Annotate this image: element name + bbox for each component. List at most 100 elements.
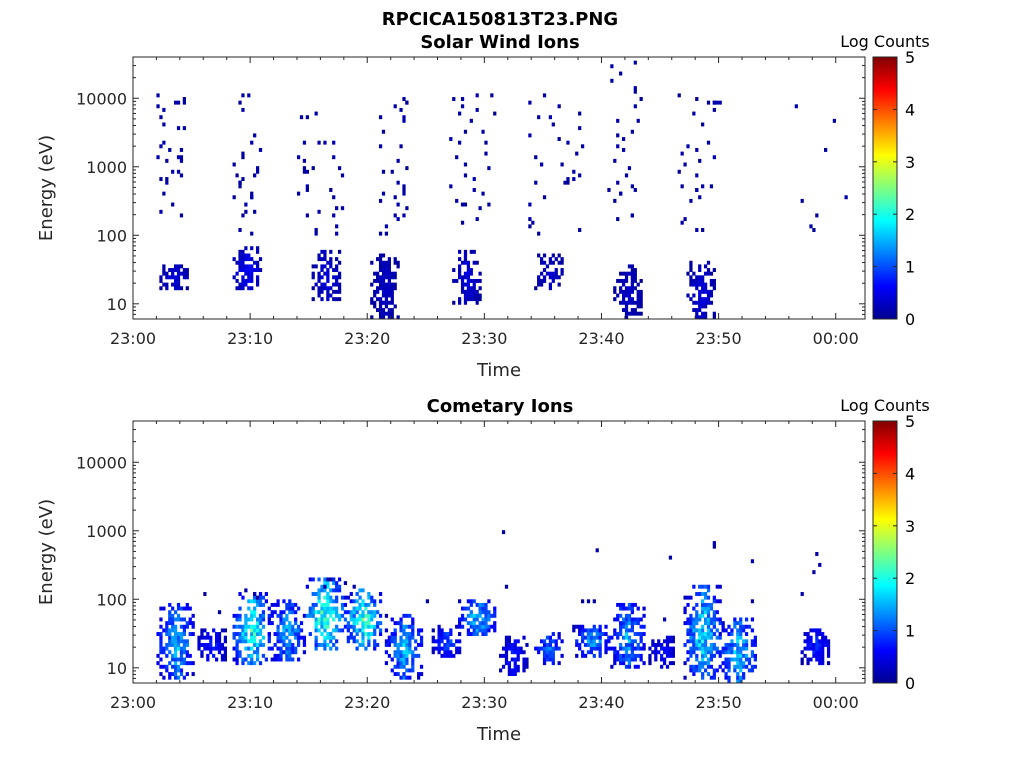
heatmap-cell [376,297,380,302]
heatmap-cell [343,595,348,600]
heatmap-cell [689,632,693,636]
heatmap-cell [387,289,391,294]
heatmap-cell [458,268,462,272]
heatmap-cell [621,653,626,658]
heatmap-cell [323,646,327,651]
heatmap-cell [419,672,424,677]
heatmap-cell [185,642,189,647]
heatmap-cell [727,675,731,680]
heatmap-cell [402,657,406,662]
heatmap-cell [636,621,640,626]
heatmap-cell [335,282,339,287]
heatmap-cell [267,606,271,611]
heatmap-cell [165,653,169,658]
heatmap-cell [683,595,687,600]
heatmap-cell [507,661,512,666]
heatmap-cell [639,653,643,658]
heatmap-cell [677,93,681,98]
heatmap-cell [405,639,409,644]
heatmap-cell [639,304,643,309]
heatmap-cell [384,224,389,229]
heatmap-cell [173,653,178,658]
heatmap-cell [168,675,172,680]
heatmap-cell [698,584,702,589]
heatmap-cell [727,664,731,669]
heatmap-cell [683,606,687,611]
heatmap-cell [662,617,667,622]
heatmap-cell [335,639,339,644]
y-tick-label: 10000 [76,453,127,472]
heatmap-cell [364,602,368,607]
heatmap-cell [241,624,245,629]
heatmap-cell [411,621,415,626]
heatmap-cell [285,653,289,658]
heatmap-cell [753,642,757,647]
heatmap-cell [220,653,225,658]
heatmap-cell [337,577,342,582]
heatmap-cell [452,97,456,101]
heatmap-cell [238,260,242,265]
heatmap-cell [739,679,743,684]
heatmap-cell [539,278,544,283]
heatmap-cell [733,617,737,622]
heatmap-cell [516,664,520,669]
heatmap-cell [171,268,175,272]
heatmap-cell [598,639,602,644]
y-tick-label: 10 [107,295,127,314]
heatmap-cell [636,289,640,294]
heatmap-cell [709,278,714,283]
heatmap-cell [484,628,488,633]
heatmap-cell [703,592,708,596]
heatmap-cell [273,602,277,607]
heatmap-cell [560,639,564,644]
heatmap-cell [627,653,632,658]
heatmap-cell [703,286,708,291]
heatmap-cell [332,213,336,218]
heatmap-cell [390,297,394,302]
heatmap-cell [381,169,386,174]
heatmap-cell [592,646,596,651]
heatmap-cell [247,275,251,280]
heatmap-cell [165,646,169,651]
heatmap-cell [276,613,280,618]
heatmap-cell [165,628,169,633]
heatmap-cell [376,610,380,615]
heatmap-cell [551,260,555,265]
heatmap-cell [551,271,555,276]
heatmap-cell [692,606,696,611]
heatmap-cell [323,249,327,254]
heatmap-cell [472,621,476,626]
heatmap-cell [642,642,646,647]
heatmap-cell [326,286,330,291]
heatmap-cell [206,642,210,647]
heatmap-cell [176,639,181,644]
heatmap-cell [706,650,711,655]
heatmap-cell [378,632,383,636]
heatmap-cell [352,610,356,615]
heatmap-cell [285,613,289,618]
heatmap-cell [493,624,497,629]
heatmap-cell [613,297,617,302]
heatmap-cell [241,639,245,644]
heatmap-cell [387,257,391,262]
heatmap-cell [636,300,640,305]
heatmap-cell [361,632,365,636]
heatmap-cell [452,653,456,658]
heatmap-cell [387,311,391,316]
heatmap-cell [709,271,714,276]
heatmap-cell [217,610,222,615]
heatmap-cell [285,628,289,633]
heatmap-cell [627,264,632,269]
heatmap-cell [636,311,640,316]
heatmap-cell [405,166,409,171]
heatmap-cell [563,180,567,185]
heatmap-cell [484,602,488,607]
heatmap-cell [686,617,690,622]
heatmap-cell [320,617,324,622]
heatmap-cell [405,100,409,105]
heatmap-cell [689,275,693,280]
heatmap-cell [525,661,529,666]
heatmap-cell [689,278,693,283]
heatmap-cell [616,217,620,222]
